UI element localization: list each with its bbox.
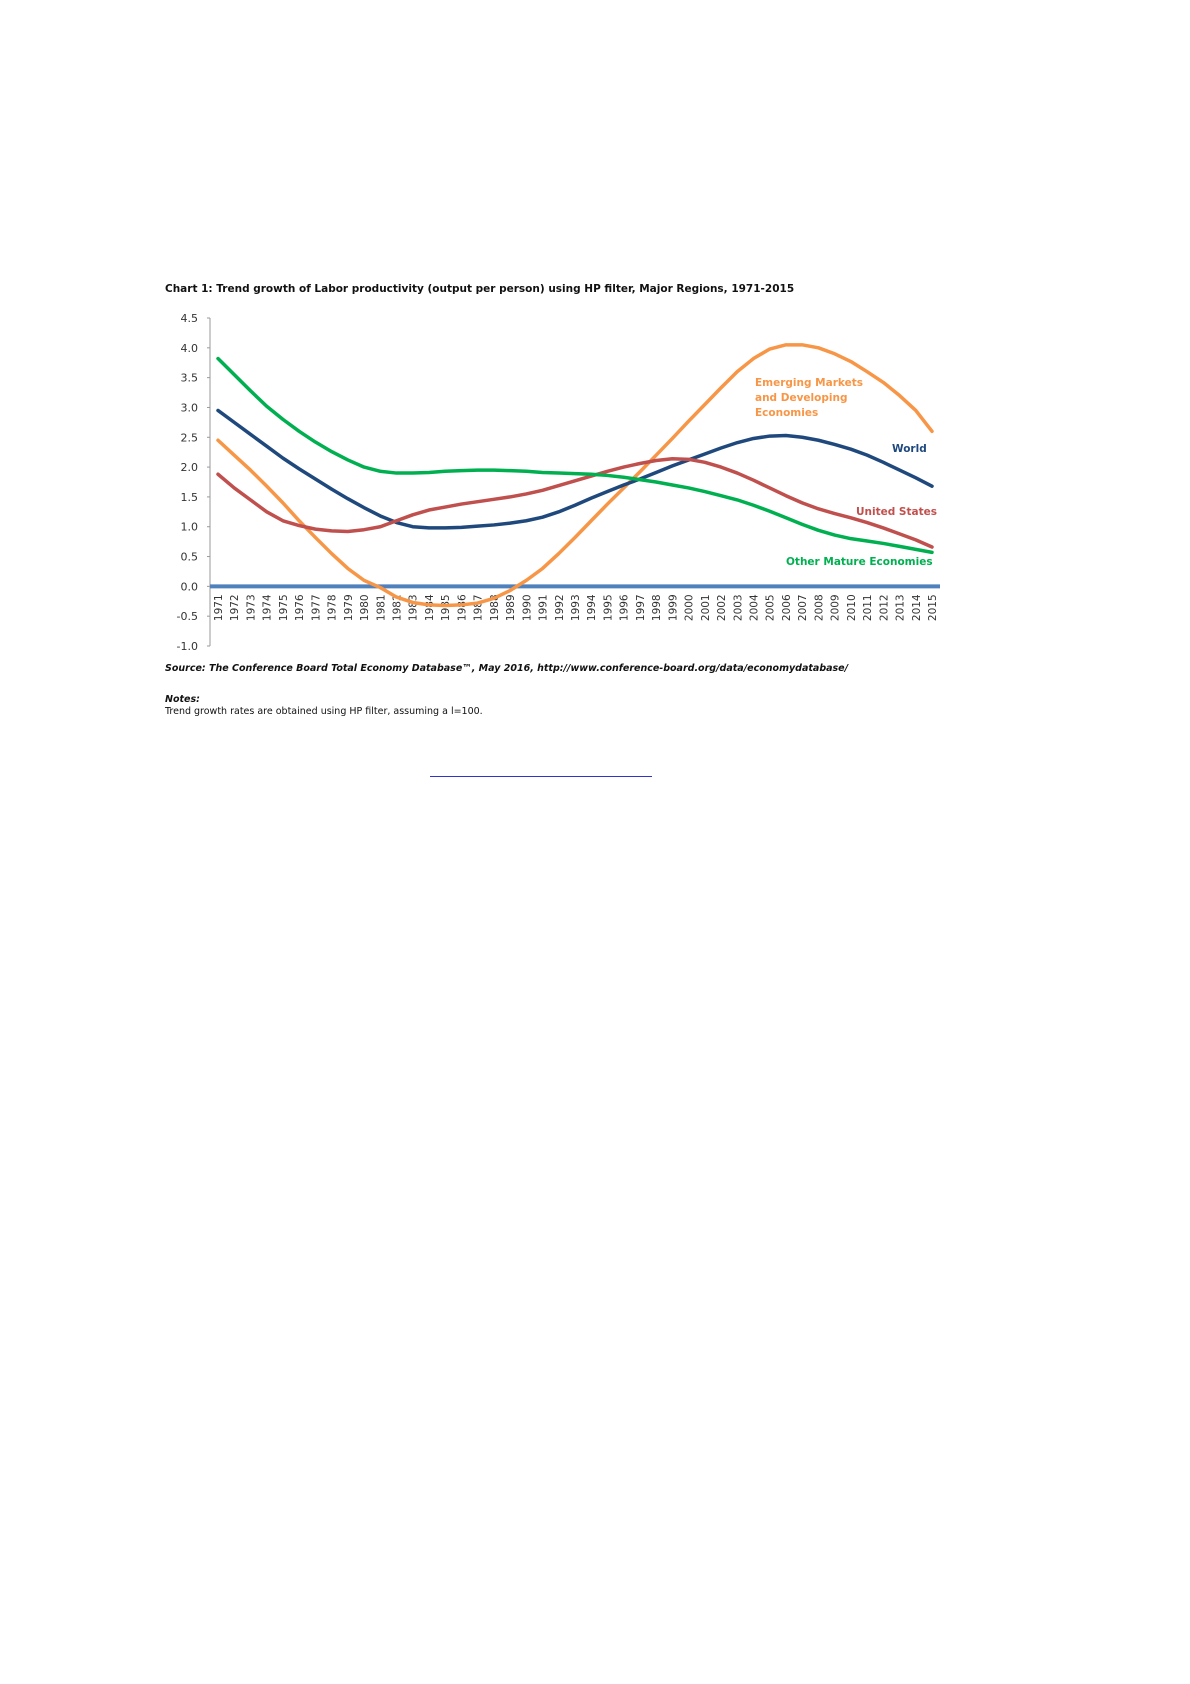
x-tick-label: 1997 [635, 594, 647, 621]
series-line [216, 456, 934, 549]
x-tick-label: 2003 [732, 594, 744, 621]
y-tick-label: 0.0 [181, 580, 199, 593]
x-tick-label: 2009 [830, 594, 842, 621]
x-tick-label: 1982 [392, 594, 404, 621]
source: Source: The Conference Board Total Econo… [165, 663, 849, 674]
y-tick-label: 3.0 [181, 401, 199, 414]
x-tick-label: 1987 [473, 594, 485, 621]
x-tick-label: 1995 [602, 594, 614, 621]
separator [430, 776, 652, 777]
x-tick-label: 1978 [327, 594, 339, 621]
y-tick-label: 4.5 [181, 312, 199, 325]
x-tick-label: 1980 [359, 594, 371, 621]
x-tick-label: 1972 [229, 594, 241, 621]
x-tick-label: 1993 [570, 594, 582, 621]
x-tick-label: 1985 [440, 594, 452, 621]
series-line [216, 343, 934, 608]
series-label: United States [856, 506, 937, 518]
y-tick-label: -1.0 [177, 640, 198, 653]
x-tick-label: 1990 [521, 594, 533, 621]
x-tick-label: 2006 [781, 594, 793, 621]
x-tick-label: 1991 [538, 594, 550, 621]
series-label: Other Mature Economies [786, 556, 933, 568]
x-tick-label: 1992 [554, 594, 566, 621]
x-tick-label: 2011 [862, 594, 874, 621]
x-tick-label: 1994 [586, 594, 598, 621]
x-tick-label: 1976 [294, 594, 306, 621]
series-line [216, 408, 934, 530]
x-tick-label: 2015 [927, 594, 939, 621]
x-tick-label: 1975 [278, 594, 290, 621]
x-tick-label: 1979 [343, 594, 355, 621]
y-tick-label: 2.0 [181, 461, 199, 474]
x-tick-label: 1998 [651, 594, 663, 621]
x-tick-label: 2007 [797, 594, 809, 621]
x-tick-label: 1988 [489, 594, 501, 621]
x-tick-label: 1999 [667, 594, 679, 621]
y-tick-label: 4.0 [181, 342, 199, 355]
y-tick-label: 0.5 [181, 551, 199, 564]
x-tick-label: 2000 [684, 594, 696, 621]
x-tick-label: 2004 [749, 594, 761, 621]
x-tick-label: 2005 [765, 594, 777, 621]
x-tick-label: 2002 [716, 594, 728, 621]
notes: Trend growth rates are obtained using HP… [165, 706, 483, 717]
x-tick-label: 1996 [619, 594, 631, 621]
x-tick-label: 1986 [456, 594, 468, 621]
x-tick-label: 1971 [213, 594, 225, 621]
y-tick-label: 1.0 [181, 521, 199, 534]
y-tick-label: 1.5 [181, 491, 199, 504]
series-label: World [892, 443, 927, 455]
chart: -0.5 -1.0 0.0 0.5 1.0 1.5 2.0 2.5 3.0 3.5 4.0 4.5 19… [177, 312, 940, 653]
x-tick-label: 1974 [262, 594, 274, 621]
x-tick-label: 1983 [408, 594, 420, 621]
x-tick-label: 2008 [813, 594, 825, 621]
x-tick-label: 2014 [911, 594, 923, 621]
x-tick-label: 1981 [375, 594, 387, 621]
x-tick-label: 1984 [424, 594, 436, 621]
y-tick-label: 2.5 [181, 431, 199, 444]
y-tick-label: 3.5 [181, 372, 199, 385]
x-tick-label: 2010 [846, 594, 858, 621]
x-tick-label: 1989 [505, 594, 517, 621]
series-line [216, 356, 934, 555]
x-tick-label: 2013 [895, 594, 907, 621]
x-tick-label: 1973 [245, 594, 257, 621]
x-tick-label: 1977 [310, 594, 322, 621]
x-tick-label: 2012 [878, 594, 890, 621]
y-tick-label: -0.5 [177, 610, 198, 623]
chart-title: Chart 1: Trend growth of Labor productiv… [165, 283, 795, 295]
x-tick-label: 2001 [700, 594, 712, 621]
notes-heading: Notes: [165, 694, 200, 705]
series-label: Emerging Markets and Developing Economie… [755, 377, 863, 419]
